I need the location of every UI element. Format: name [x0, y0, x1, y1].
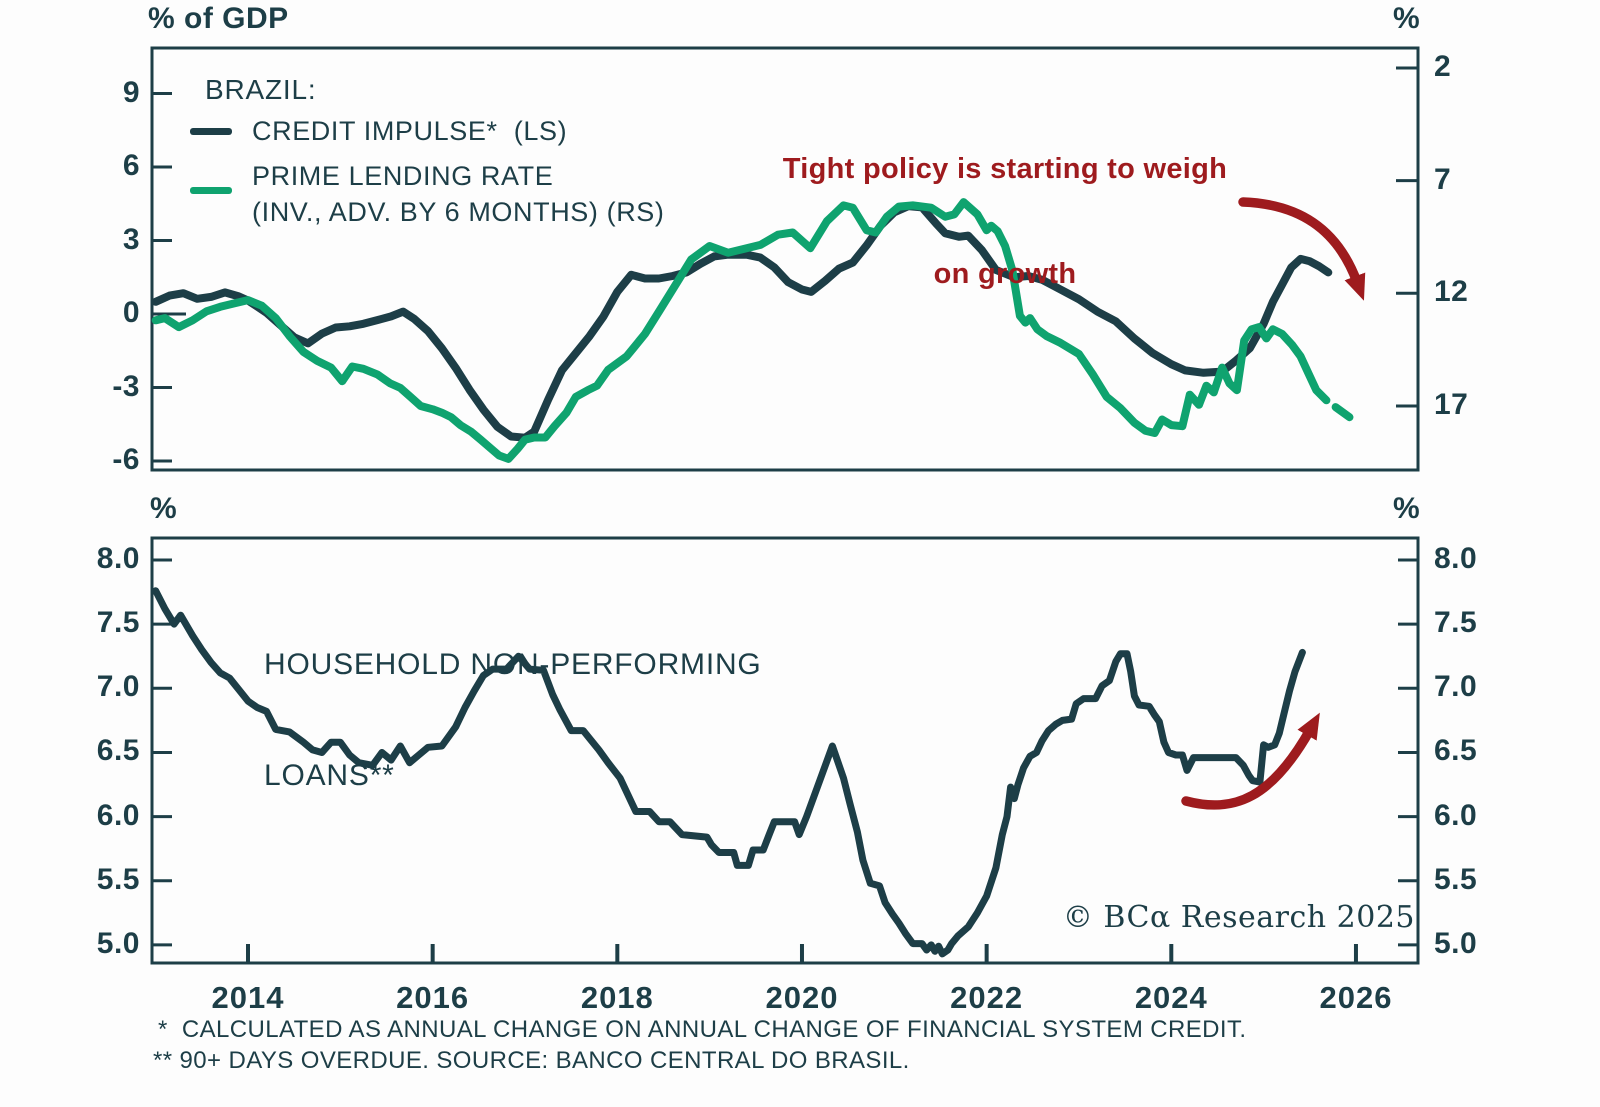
bottom-left-tick-label: 7.5: [96, 606, 140, 640]
prime-lending-rate-line-dash-tail: [1331, 403, 1354, 422]
top-left-tick-label: 3: [122, 222, 140, 256]
top-right-tick-label: 2: [1434, 50, 1452, 83]
annotation-line1: Tight policy is starting to weigh: [782, 153, 1228, 185]
npl-series-label: HOUSEHOLD NON-PERFORMING LOANS**: [264, 572, 762, 868]
top-left-tick-label: 6: [122, 149, 140, 182]
down-trend-arrow: [1238, 197, 1366, 301]
bottom-right-tick-label: 7.5: [1434, 606, 1478, 640]
bottom-left-axis-title: %: [150, 492, 178, 525]
top-left-axis-title: % of GDP: [148, 2, 289, 35]
bottom-left-tick-label: 6.0: [96, 798, 140, 832]
top-left-tick-label: 0: [122, 296, 140, 329]
legend-heading: BRAZIL:: [205, 74, 317, 105]
bottom-left-tick-label: 5.0: [96, 926, 140, 960]
top-panel-border: [150, 46, 1420, 472]
bottom-right-tick-label: 7.0: [1434, 670, 1478, 704]
bottom-right-tick-label: 5.5: [1434, 862, 1478, 896]
top-left-tick-label: -6: [112, 443, 140, 476]
up-trend-arrow: [1181, 712, 1320, 810]
x-axis-year-label: 2020: [765, 980, 839, 1015]
bottom-left-tick-label: 6.5: [96, 734, 140, 768]
top-right-tick-label: 7: [1434, 162, 1452, 196]
bottom-left-tick-label: 8.0: [96, 542, 140, 575]
npl-series-label-line2: LOANS**: [264, 759, 395, 792]
top-right-tick-label: 17: [1434, 387, 1469, 421]
bottom-panel-border: [150, 536, 1420, 965]
top-right-tick-label: 12: [1434, 275, 1469, 309]
x-axis-year-label: 2022: [950, 980, 1024, 1015]
x-axis-year-label: 2026: [1319, 980, 1393, 1015]
npl-series-label-line1: HOUSEHOLD NON-PERFORMING: [264, 648, 762, 681]
bottom-right-tick-label: 5.0: [1434, 926, 1478, 960]
x-axis-year-label: 2018: [580, 980, 654, 1015]
prime-rate-legend-swatch: [190, 187, 232, 194]
credit-impulse-legend-label: CREDIT IMPULSE* (LS): [252, 116, 568, 146]
prime-lending-rate-line: [151, 198, 1331, 463]
bottom-left-tick-label: 7.0: [96, 670, 140, 704]
footnote-2: ** 90+ DAYS OVERDUE. SOURCE: BANCO CENTR…: [153, 1047, 910, 1074]
annotation-line2: on growth: [933, 258, 1077, 290]
prime-rate-legend-label-line2: (INV., ADV. BY 6 MONTHS) (RS): [252, 197, 665, 227]
x-axis-year-label: 2014: [211, 980, 285, 1015]
bottom-right-axis-title: %: [1393, 492, 1421, 525]
copyright-text: © BCα Research 2025: [1062, 900, 1415, 935]
annotation-text: Tight policy is starting to weigh on gro…: [760, 82, 1250, 362]
bottom-right-tick-label: 6.0: [1434, 798, 1478, 832]
top-left-tick-label: 9: [122, 75, 140, 109]
footnote-1: * CALCULATED AS ANNUAL CHANGE ON ANNUAL …: [158, 1016, 1247, 1043]
top-right-axis-title: %: [1393, 2, 1421, 35]
bottom-right-tick-label: 8.0: [1434, 542, 1478, 575]
prime-rate-legend-label-line1: PRIME LENDING RATE: [252, 161, 554, 191]
npl-line: [152, 587, 1306, 958]
x-axis-year-label: 2024: [1134, 980, 1208, 1015]
top-left-tick-label: -3: [112, 369, 140, 403]
x-axis-year-label: 2016: [396, 980, 470, 1015]
bottom-left-tick-label: 5.5: [96, 862, 140, 896]
bottom-right-tick-label: 6.5: [1434, 734, 1478, 768]
credit-impulse-legend-swatch: [190, 128, 232, 135]
